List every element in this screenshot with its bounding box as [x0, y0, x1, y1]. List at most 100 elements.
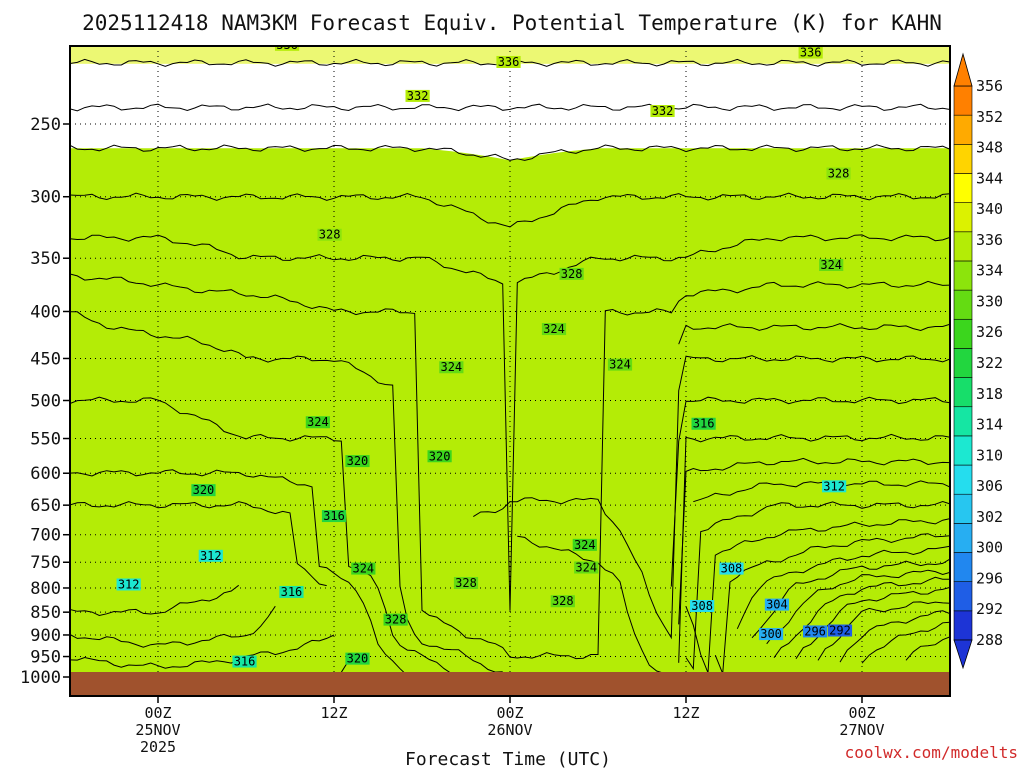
y-tick-label: 850 [30, 603, 61, 623]
contour-label: 320 [429, 449, 451, 463]
contour-326 [70, 273, 950, 660]
colorbar-swatch [953, 318, 973, 349]
colorbar-extend-bottom [953, 639, 973, 670]
contour-290 [905, 636, 950, 661]
colorbar-swatch [953, 377, 973, 408]
contour-label-bg [321, 510, 347, 523]
contour-label: 328 [319, 228, 341, 242]
contour-labels: 336 336 336 332 332 328 328 328 324 324 324 324 324 3… [116, 38, 853, 669]
colorbar-swatch [953, 610, 973, 641]
colorbar-swatch [953, 231, 973, 262]
x-tick-label: 00Z [496, 704, 523, 722]
contour-label-bg [198, 549, 223, 562]
contour-label: 324 [352, 562, 374, 576]
contour-label-bg [496, 55, 521, 68]
contour-label-bg [345, 652, 370, 665]
contour-label-bg [574, 561, 599, 574]
contour-label: 324 [820, 258, 842, 272]
colorbar-label: 352 [976, 108, 1003, 126]
y-tick-label: 550 [30, 430, 61, 450]
y-tick-label: 750 [30, 553, 61, 573]
contour-316 [70, 457, 950, 669]
contour-label: 324 [575, 561, 597, 575]
y-tick-label: 650 [30, 496, 61, 516]
contour-label-bg [559, 267, 584, 280]
colorbar: 356 352 348 344 340 336 334 330 326 322 318 314 310 3… [953, 52, 1003, 670]
y-tick-label: 700 [30, 526, 61, 546]
y-tick-label: 1000 [20, 668, 61, 688]
contour-296 [817, 601, 950, 661]
colorbar-label: 340 [976, 200, 1003, 218]
colorbar-swatch [953, 406, 973, 437]
colorbar-swatch [953, 144, 973, 174]
contour-304 [751, 558, 950, 639]
contour-324 [70, 311, 950, 674]
contour-label: 336 [800, 46, 822, 60]
contour-label: 328 [552, 594, 574, 608]
colorbar-swatch [953, 348, 973, 378]
colorbar-label: 292 [976, 600, 1003, 618]
y-tick-label: 350 [30, 249, 61, 269]
contour-308 [714, 533, 950, 674]
colorbar-label: 314 [976, 416, 1003, 434]
contour-label-bg [232, 655, 257, 668]
contour-label: 328 [561, 267, 583, 281]
contour-label: 316 [323, 509, 345, 523]
contour-label-bg [798, 46, 823, 59]
colorbar-label: 326 [976, 323, 1003, 341]
credit-link[interactable]: coolwx.com/modelts [845, 743, 1018, 762]
y-tick-label: 500 [30, 392, 61, 412]
contour-label: 328 [828, 166, 850, 180]
contour-label-bg [802, 625, 828, 638]
contour-label: 320 [347, 652, 369, 666]
contour-label-bg [116, 578, 141, 591]
colorbar-swatch [953, 523, 973, 553]
contour-label: 336 [276, 38, 298, 52]
contour-label: 296 [804, 624, 826, 638]
contour-label: 324 [440, 360, 462, 374]
contour-label: 324 [307, 415, 329, 429]
contour-label: 336 [498, 55, 520, 69]
y-tick-label: 400 [30, 302, 61, 322]
contour-label-bg [427, 450, 452, 463]
colorbar-swatch [953, 493, 973, 524]
x-tick-label: 12Z [320, 704, 347, 722]
ground [70, 672, 950, 696]
contour-label: 312 [200, 549, 222, 563]
band-332 [70, 148, 950, 696]
contour-label-bg [607, 358, 633, 371]
contour-label-bg [453, 576, 479, 589]
contour-294 [839, 610, 950, 663]
colorbar-swatch [953, 435, 973, 466]
y-tick-label: 950 [30, 648, 61, 668]
x-tick-label: 25NOV [135, 721, 180, 739]
colorbar-swatch [953, 464, 973, 495]
contour-label-bg [572, 538, 597, 551]
colorbar-label: 310 [976, 446, 1003, 464]
x-tick-label: 00Z [848, 704, 875, 722]
contour-332 [70, 144, 950, 161]
contour-312 [70, 500, 950, 671]
x-tick-label: 26NOV [487, 721, 532, 739]
contour-label: 312 [823, 479, 845, 493]
contour-310 [685, 518, 950, 673]
colorbar-swatch [953, 202, 973, 233]
colorbar-swatch [953, 289, 973, 320]
colorbar-label: 318 [976, 385, 1003, 403]
colorbar-label: 348 [976, 139, 1003, 157]
x-tick-label: 27NOV [839, 721, 884, 739]
colorbar-extend-top [953, 52, 973, 87]
contour-label: 316 [281, 585, 303, 599]
colorbar-swatch [953, 85, 973, 116]
contour-label-bg [650, 105, 675, 118]
contour-lines [70, 58, 950, 677]
contour-314 [70, 480, 950, 648]
x-tick-label: 2025 [140, 738, 176, 756]
contour-label: 316 [693, 417, 715, 431]
contour-label: 320 [193, 483, 215, 497]
colorbar-label: 322 [976, 354, 1003, 372]
contour-label: 328 [455, 576, 477, 590]
contour-302 [766, 569, 950, 645]
colorbar-label: 356 [976, 77, 1003, 95]
